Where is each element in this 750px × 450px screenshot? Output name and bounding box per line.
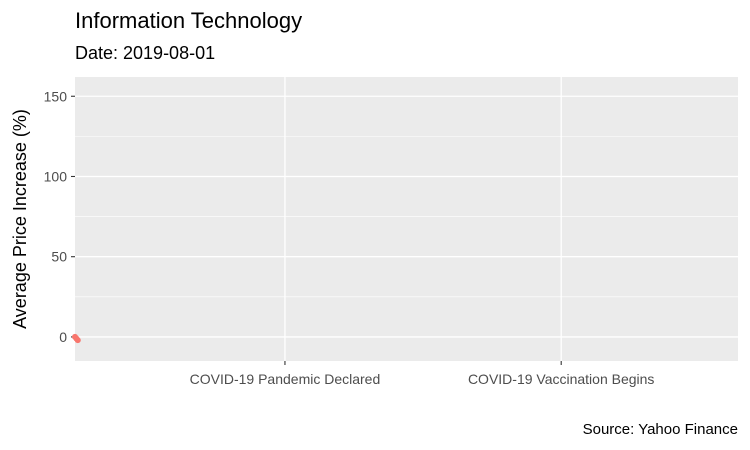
axes: 0 50 100 150 COVID-19 Pandemic Declared COVID… [44, 88, 655, 387]
chart-title: Information Technology [75, 8, 303, 33]
y-axis-title: Average Price Increase (%) [10, 109, 30, 329]
grid-lines [75, 77, 738, 361]
y-tick-label: 150 [44, 88, 68, 104]
data-point [74, 337, 81, 344]
data-marks [72, 333, 81, 344]
x-tick-label: COVID-19 Pandemic Declared [190, 371, 381, 387]
y-tick-label: 50 [51, 249, 67, 265]
y-tick-label: 100 [44, 168, 68, 184]
x-tick-label: COVID-19 Vaccination Begins [468, 371, 655, 387]
chart-caption: Source: Yahoo Finance [582, 421, 738, 438]
y-tick-label: 0 [59, 329, 67, 345]
plot-panel [75, 77, 738, 361]
chart-subtitle: Date: 2019-08-01 [75, 43, 216, 63]
